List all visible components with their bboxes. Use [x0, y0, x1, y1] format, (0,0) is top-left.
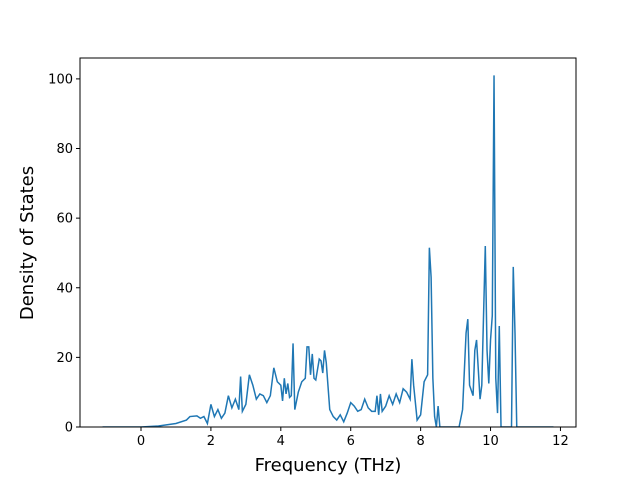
x-tick-label: 4	[277, 434, 285, 449]
x-axis-label: Frequency (THz)	[255, 455, 402, 476]
x-tick-label: 12	[552, 434, 569, 449]
x-tick-label: 0	[137, 434, 145, 449]
y-axis-label: Density of States	[17, 166, 38, 320]
x-tick-label: 2	[207, 434, 215, 449]
x-tick-label: 10	[482, 434, 499, 449]
y-tick-label: 20	[56, 351, 73, 366]
x-tick-label: 6	[347, 434, 355, 449]
y-tick-label: 80	[56, 142, 73, 157]
x-tick-label: 8	[416, 434, 424, 449]
y-tick-label: 60	[56, 212, 73, 227]
y-tick-label: 40	[56, 281, 73, 296]
plot-frame	[79, 57, 577, 428]
line	[102, 75, 554, 427]
y-tick-label: 0	[65, 421, 73, 436]
y-tick-label: 100	[48, 72, 73, 87]
